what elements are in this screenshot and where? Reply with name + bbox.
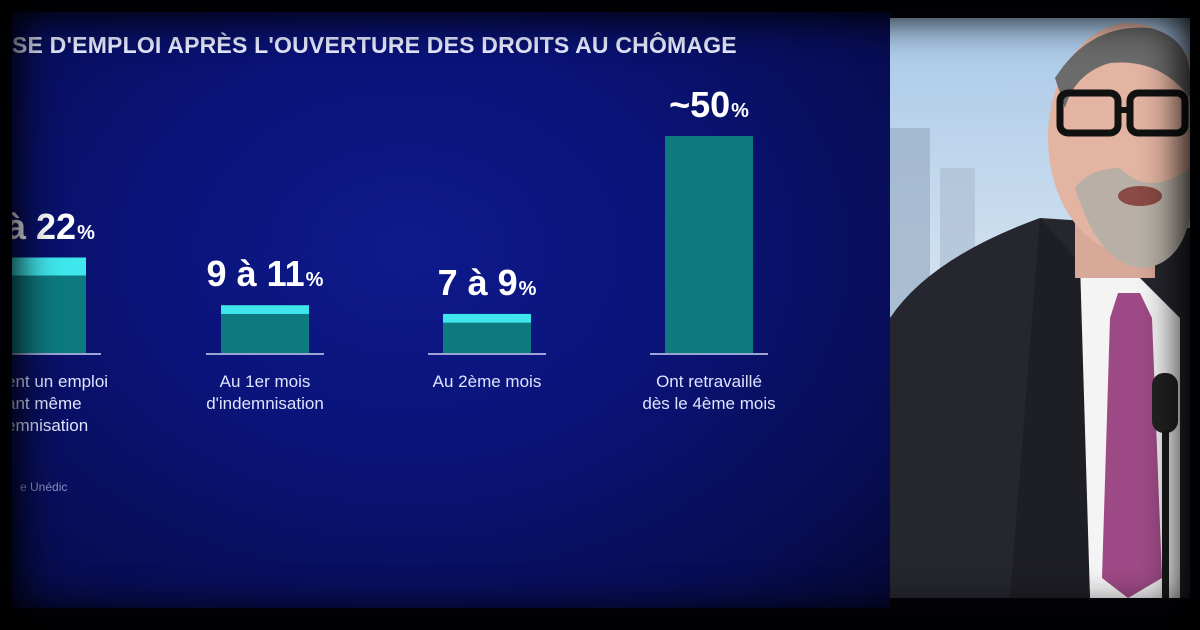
category-label-line: emnisation	[12, 416, 89, 435]
category-label-2: Au 2ème mois	[387, 371, 587, 393]
category-label-line: Au 1er mois	[219, 372, 311, 391]
category-label-0: ent un emploi ant même emnisation	[12, 371, 166, 437]
value-label-0: à 22%	[12, 206, 206, 248]
category-label-line: Ont retravaillé	[656, 372, 762, 391]
bar-range-0	[12, 257, 86, 276]
source-note: e Unédic	[20, 480, 68, 494]
bar-range-2	[443, 313, 531, 323]
value-number: 9 à 11	[206, 253, 305, 295]
value-label-2: 7 à 9%	[387, 262, 587, 304]
category-label-line: dès le 4ème mois	[642, 394, 776, 413]
chart-title: SE D'EMPLOI APRÈS L'OUVERTURE DES DROITS…	[12, 32, 737, 58]
bar-3	[665, 136, 753, 353]
value-label-1: 9 à 11%	[165, 253, 365, 295]
category-label-line: ant même	[12, 394, 82, 413]
category-label-line: ent un emploi	[12, 372, 109, 391]
category-label-line: d'indemnisation	[206, 394, 324, 413]
microphone-icon	[1152, 373, 1178, 598]
chart-panel: SE D'EMPLOI APRÈS L'OUVERTURE DES DROITS…	[12, 12, 890, 608]
bar-range-1	[221, 305, 309, 314]
speaker-photo	[890, 18, 1190, 598]
category-label-1: Au 1er mois d'indemnisation	[165, 371, 365, 415]
value-number: à 22	[12, 205, 77, 247]
value-label-3: ~50%	[609, 84, 809, 126]
value-unit: %	[77, 221, 95, 244]
value-number: 7 à 9	[437, 261, 518, 303]
value-unit: %	[731, 100, 749, 122]
bar-chart	[12, 136, 768, 355]
value-unit: %	[518, 277, 537, 300]
category-label-line: Au 2ème mois	[432, 372, 542, 391]
value-number: ~50	[669, 84, 731, 125]
category-label-3: Ont retravaillé dès le 4ème mois	[609, 371, 809, 415]
value-unit: %	[305, 269, 324, 292]
person-icon	[890, 23, 1190, 598]
